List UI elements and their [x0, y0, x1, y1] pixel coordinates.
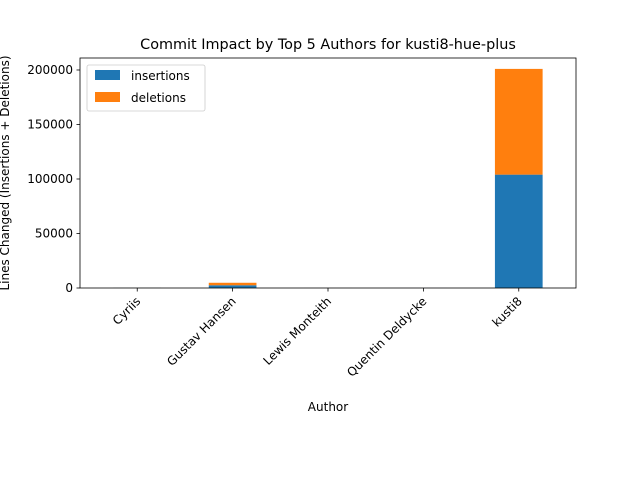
y-axis-label: Lines Changed (Insertions + Deletions) [0, 55, 12, 290]
x-tick-label: Cyriis [110, 294, 143, 327]
legend-swatch-deletions [95, 92, 120, 102]
y-tick-label: 100000 [27, 172, 73, 186]
x-tick-label: Quentin Deldycke [344, 294, 429, 379]
y-tick-label: 200000 [27, 63, 73, 77]
y-tick-label: 50000 [35, 226, 73, 240]
bar-deletions [208, 282, 257, 286]
y-tick-label: 0 [65, 281, 73, 295]
bars [113, 68, 543, 288]
plot-frame [79, 57, 577, 289]
bar-insertions [494, 174, 543, 288]
y-tick-label: 150000 [27, 117, 73, 131]
chart-title: Commit Impact by Top 5 Authors for kusti… [140, 37, 516, 53]
legend-label-deletions: deletions [131, 91, 186, 105]
x-tick-label: kusti8 [489, 294, 524, 329]
x-tick-label: Gustav Hansen [164, 294, 239, 369]
bar-insertions [208, 285, 257, 288]
bar-deletions [494, 68, 543, 175]
legend-label-insertions: insertions [131, 69, 190, 83]
y-axis: 0 50000 100000 150000 200000 [27, 63, 80, 295]
legend: insertions deletions [86, 64, 206, 112]
x-tick-label: Lewis Monteith [261, 294, 335, 368]
legend-swatch-insertions [95, 70, 120, 80]
x-axis: Cyriis Gustav Hansen Lewis Monteith Quentin… [110, 288, 525, 380]
x-axis-label: Author [308, 400, 348, 414]
